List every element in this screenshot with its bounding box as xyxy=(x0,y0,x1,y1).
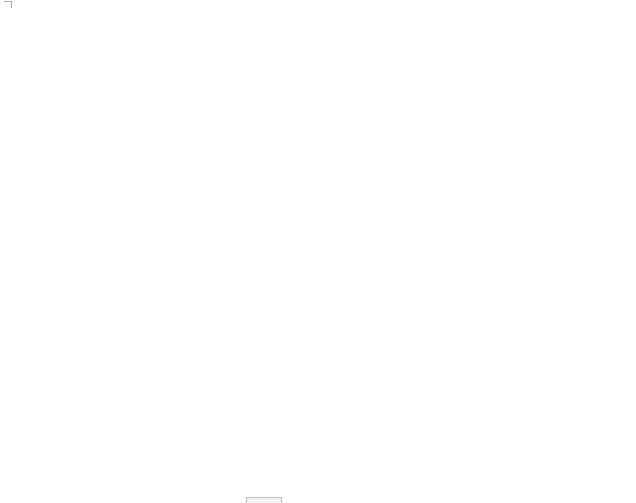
table-resize-handle[interactable] xyxy=(246,497,282,503)
page-margin-corner-mark xyxy=(4,1,12,8)
